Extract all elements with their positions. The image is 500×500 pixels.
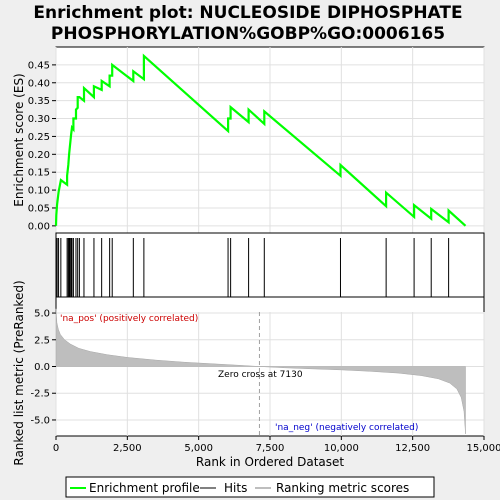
es-tick-label: 0.35 (28, 96, 50, 107)
metric-tick-label: -5.0 (30, 415, 50, 426)
chart-title-line1: Enrichment plot: NUCLEOSIDE DIPHOSPHATE (33, 3, 462, 23)
legend-metric-label: Ranking metric scores (276, 481, 409, 495)
legend (65, 476, 435, 498)
x-tick-label: 7,500 (256, 443, 285, 454)
es-tick-label: 0.45 (28, 60, 50, 71)
es-tick-label: 0.20 (28, 150, 50, 161)
x-tick-label: 10,000 (324, 443, 359, 454)
x-tick-label: 15,000 (467, 443, 500, 454)
metric-tick-label: 2.5 (34, 335, 50, 346)
ranking-metric-area (55, 308, 466, 434)
hits-panel (55, 232, 485, 298)
legend-hits-label: Hits (224, 481, 247, 495)
metric-tick-label: 5.0 (34, 309, 50, 320)
x-axis-label: Rank in Ordered Dataset (196, 455, 344, 469)
es-axis-label: Enrichment score (ES) (12, 73, 26, 206)
enrichment-profile-line (54, 53, 467, 227)
es-tick-label: 0.00 (28, 221, 50, 232)
es-tick-label: 0.40 (28, 78, 50, 89)
x-tick-label: 2,500 (113, 443, 142, 454)
es-tick-label: 0.30 (28, 114, 50, 125)
chart-title-line2: PHOSPHORYLATION%GOBP%GO:0006165 (51, 24, 445, 44)
x-tick-label: 0 (53, 443, 59, 454)
metric-tick-label: -2.5 (30, 389, 50, 400)
legend-es-label: Enrichment profile (89, 481, 200, 495)
es-tick-label: 0.10 (28, 186, 50, 197)
es-tick-label: 0.25 (28, 132, 50, 143)
x-tick-label: 5,000 (184, 443, 213, 454)
pos-label: 'na_pos' (positively correlated) (60, 314, 198, 324)
es-tick-label: 0.15 (28, 168, 50, 179)
neg-label: 'na_neg' (negatively correlated) (275, 423, 418, 433)
es-tick-label: 0.05 (28, 203, 50, 214)
metric-tick-label: 0.0 (34, 362, 50, 373)
zero-cross-label: Zero cross at 7130 (218, 370, 303, 380)
x-tick-label: 12,500 (395, 443, 430, 454)
metric-axis-label: Ranked list metric (PreRanked) (12, 280, 26, 465)
